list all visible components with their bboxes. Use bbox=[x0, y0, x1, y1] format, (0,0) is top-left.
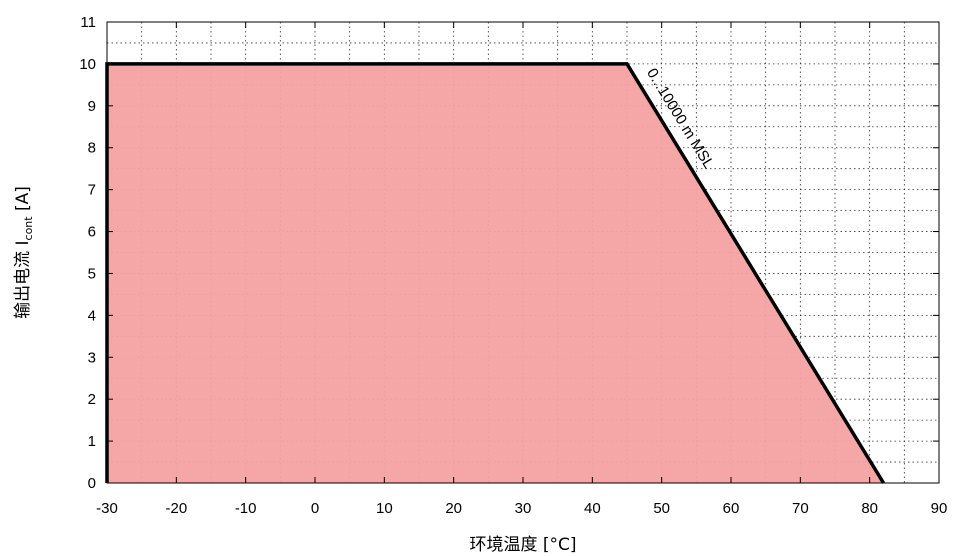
x-tick-label: 30 bbox=[515, 500, 532, 517]
x-tick-label: 90 bbox=[931, 500, 948, 517]
y-tick-label: 7 bbox=[88, 182, 96, 199]
y-tick-labels: 0 1 2 3 4 5 6 7 8 9 10 11 bbox=[79, 14, 939, 492]
series-fill-area bbox=[107, 63, 884, 484]
x-tick-label: 60 bbox=[723, 500, 740, 517]
x-tick-label: 0 bbox=[311, 500, 319, 517]
y-tick-label: 2 bbox=[88, 391, 96, 408]
x-tick-labels: -30 -20 -10 0 10 20 30 40 50 60 70 80 90 bbox=[96, 22, 947, 517]
y-tick-label: 6 bbox=[88, 224, 96, 241]
x-tick-label: 70 bbox=[792, 500, 809, 517]
y-tick-label: 3 bbox=[88, 349, 96, 366]
y-axis-label-subscript: cont bbox=[22, 216, 35, 241]
y-axis-label: 输出电流 Icont [A] bbox=[13, 186, 35, 319]
y-tick-label: 0 bbox=[88, 475, 96, 492]
x-tick-label: 40 bbox=[584, 500, 601, 517]
y-tick-label: 11 bbox=[80, 14, 96, 31]
y-tick-label: 10 bbox=[79, 56, 96, 73]
y-axis-label-main: 输出电流 I bbox=[13, 240, 33, 318]
x-tick-label: 10 bbox=[376, 500, 393, 517]
y-tick-label: 8 bbox=[88, 140, 96, 157]
y-axis-label-unit: [A] bbox=[13, 186, 33, 216]
x-tick-label: -20 bbox=[165, 500, 187, 517]
y-tick-label: 1 bbox=[88, 433, 96, 450]
x-tick-label: -10 bbox=[235, 500, 257, 517]
x-tick-label: 80 bbox=[861, 500, 878, 517]
y-tick-label: 9 bbox=[88, 98, 96, 115]
x-tick-label: -30 bbox=[96, 500, 118, 517]
data-area bbox=[105, 62, 886, 484]
x-tick-label: 20 bbox=[445, 500, 462, 517]
y-tick-label: 5 bbox=[88, 265, 96, 282]
y-tick-label: 4 bbox=[88, 307, 96, 324]
x-tick-label: 50 bbox=[653, 500, 670, 517]
x-axis-label: 环境温度 [°C] bbox=[469, 535, 576, 555]
